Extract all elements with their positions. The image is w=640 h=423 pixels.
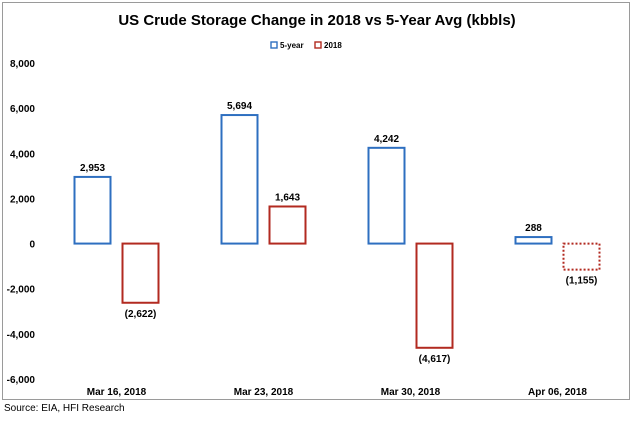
- chart-frame: US Crude Storage Change in 2018 vs 5-Yea…: [2, 2, 630, 400]
- data-label: 2,953: [80, 163, 105, 174]
- data-label: 1,643: [275, 192, 300, 203]
- bar-2018: [121, 242, 160, 304]
- chart: US Crude Storage Change in 2018 vs 5-Yea…: [7, 12, 601, 398]
- source-note: Source: EIA, HFI Research: [4, 403, 125, 414]
- y-tick-label: -6,000: [7, 375, 36, 386]
- y-tick-label: -2,000: [7, 285, 36, 296]
- y-tick-label: 2,000: [10, 194, 35, 205]
- bar-5-year: [220, 114, 259, 245]
- y-axis: 8,000 6,000 4,000 2,000 0 -2,000 -4,000 -6,000: [7, 59, 36, 386]
- data-label: (2,622): [125, 309, 157, 320]
- y-tick-label: 0: [29, 240, 35, 251]
- bar-2018: [415, 242, 454, 349]
- y-tick-label: 4,000: [10, 149, 35, 160]
- data-label: 288: [525, 223, 542, 234]
- x-tick-label: Apr 06, 2018: [528, 387, 587, 398]
- bar-2018: [268, 205, 307, 245]
- bar-5-year: [514, 236, 553, 245]
- bar-5-year: [73, 175, 112, 245]
- y-tick-label: 8,000: [10, 59, 35, 70]
- x-tick-label: Mar 23, 2018: [234, 387, 294, 398]
- x-tick-label: Mar 16, 2018: [87, 387, 147, 398]
- legend: 5-year 2018: [270, 41, 342, 50]
- data-label: (1,155): [566, 276, 598, 287]
- data-labels: 2,953 (2,622) 5,694 1,643 4,242 (4,617) 288 (1,…: [80, 101, 597, 365]
- legend-swatch: [314, 41, 322, 49]
- bar-5-year: [367, 146, 406, 245]
- y-tick-label: -4,000: [7, 330, 36, 341]
- data-label: 5,694: [227, 101, 252, 112]
- bars: [73, 114, 601, 349]
- bar-2018: [562, 242, 601, 271]
- legend-swatch: [270, 41, 278, 49]
- x-axis: Mar 16, 2018 Mar 23, 2018 Mar 30, 2018 Apr …: [87, 387, 588, 398]
- y-tick-label: 6,000: [10, 104, 35, 115]
- data-label: (4,617): [419, 354, 451, 365]
- legend-label: 5-year: [280, 41, 304, 50]
- data-label: 4,242: [374, 134, 399, 145]
- chart-title: US Crude Storage Change in 2018 vs 5-Yea…: [118, 12, 515, 29]
- x-tick-label: Mar 30, 2018: [381, 387, 441, 398]
- legend-label: 2018: [324, 41, 342, 50]
